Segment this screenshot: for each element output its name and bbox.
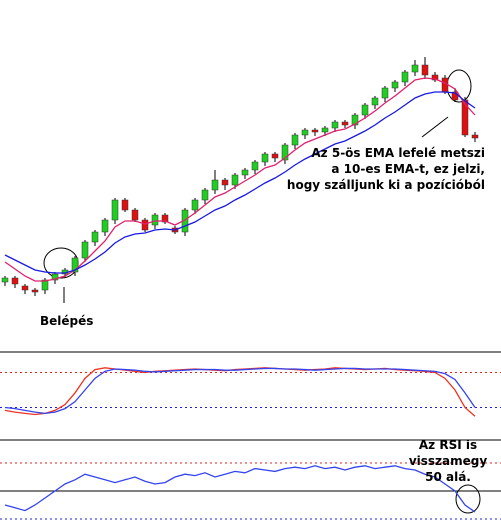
candle-body — [461, 99, 469, 136]
candle-body — [261, 153, 269, 163]
candle-body — [161, 214, 169, 223]
candle-body — [361, 104, 369, 116]
indicator-line — [4, 465, 476, 513]
candle-body — [111, 199, 119, 221]
candle-body — [471, 134, 479, 139]
annotation: hogy szálljunk ki a pozícióból — [287, 178, 485, 192]
candle-body — [101, 219, 109, 233]
pointer — [421, 116, 449, 138]
indicator-line — [4, 91, 476, 274]
candle-body — [221, 179, 229, 186]
candle-body — [241, 169, 249, 176]
candle-body — [411, 64, 419, 73]
candle-body — [51, 273, 59, 281]
candle-body — [141, 219, 149, 231]
candle-body — [71, 257, 79, 273]
candle-body — [81, 241, 89, 259]
candle-body — [301, 129, 309, 136]
candle-body — [11, 277, 19, 285]
candle-body — [391, 81, 399, 89]
candle-body — [431, 74, 439, 81]
candle-body — [151, 214, 159, 226]
candle-body — [131, 209, 139, 221]
candle-body — [351, 114, 359, 126]
candle-body — [191, 199, 199, 211]
candle-body — [41, 279, 49, 291]
candle-body — [371, 97, 379, 106]
candle-body — [271, 153, 279, 159]
candle-body — [201, 189, 209, 201]
annotation: Az 5-ös EMA lefelé metszi — [311, 146, 485, 160]
candle-body — [211, 179, 219, 191]
annotation: a 10-es EMA-t, ez jelzi, — [331, 162, 485, 176]
candle-body — [421, 64, 429, 76]
candle-body — [281, 144, 289, 161]
candle-body — [321, 127, 329, 133]
indicator-line — [4, 77, 476, 282]
candle-body — [341, 121, 349, 126]
annotation: Az RSI is — [419, 438, 477, 452]
candle-body — [121, 199, 129, 211]
candle-body — [291, 134, 299, 146]
candle-body — [381, 87, 389, 99]
highlight-ellipse — [455, 484, 481, 514]
candle-body — [21, 285, 29, 291]
candle-body — [331, 121, 339, 129]
candle-body — [311, 129, 319, 133]
annotation: 50 alá. — [425, 470, 471, 484]
candle-body — [401, 71, 409, 83]
annotation: Belépés — [40, 314, 93, 328]
candle-body — [31, 289, 39, 293]
candle-body — [1, 277, 9, 283]
annotation: visszamegy — [409, 454, 488, 468]
indicator-line — [4, 367, 476, 414]
candle-body — [251, 161, 259, 171]
candle-body — [231, 174, 239, 186]
candle-body — [91, 231, 99, 243]
